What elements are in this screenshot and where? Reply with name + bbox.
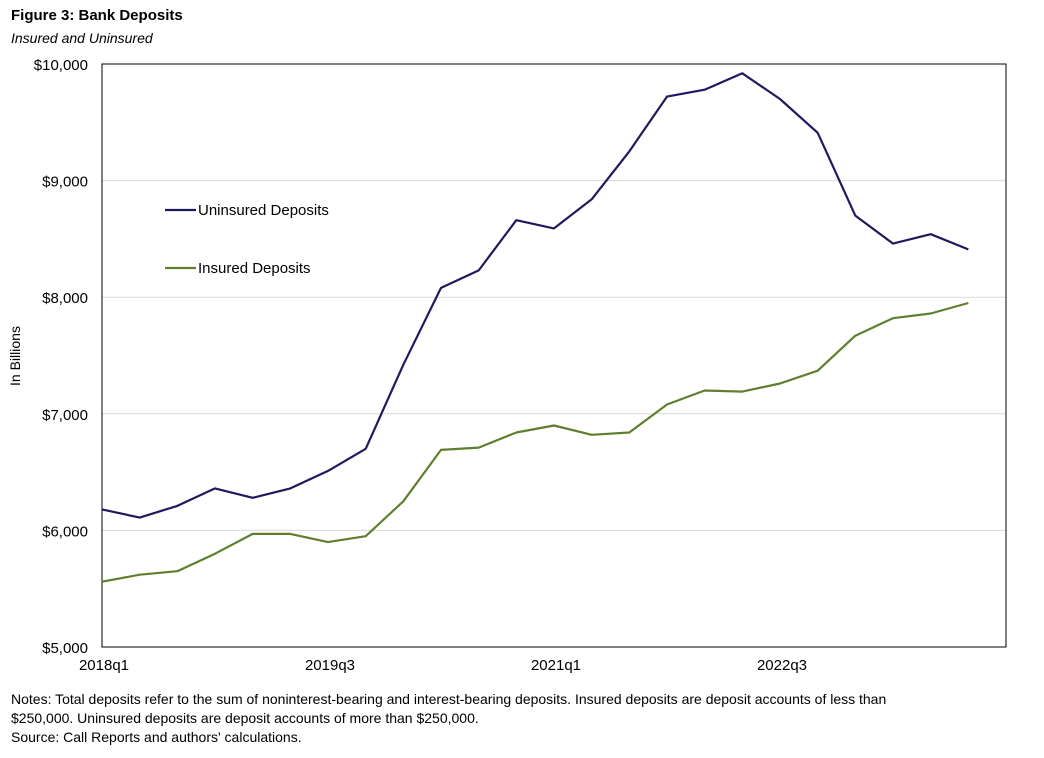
- line-chart: $5,000 $6,000 $7,000 $8,000 $9,000 $10,000 20…: [7, 57, 1007, 674]
- notes-line-2: $250,000. Uninsured deposits are deposit…: [11, 710, 479, 726]
- figure-subtitle: Insured and Uninsured: [11, 30, 153, 46]
- y-tick-label: $6,000: [42, 523, 88, 540]
- legend-label: Insured Deposits: [198, 260, 311, 277]
- series-line-uninsured: [101, 72, 969, 519]
- legend-label: Uninsured Deposits: [198, 202, 329, 219]
- x-tick-label: 2018q1: [79, 657, 129, 674]
- series-line-insured: [101, 301, 969, 583]
- x-tick-label: 2019q3: [305, 657, 355, 674]
- y-tick-label: $8,000: [42, 290, 88, 307]
- legend: Uninsured Deposits Insured Deposits: [165, 202, 329, 277]
- x-axis-ticks: 2018q1 2019q3 2021q1 2022q3: [79, 657, 807, 674]
- y-axis-label: In Billions: [7, 326, 23, 386]
- notes: Notes: Total deposits refer to the sum o…: [11, 690, 1031, 747]
- y-tick-label: $10,000: [34, 57, 88, 74]
- figure-title: Figure 3: Bank Deposits: [11, 7, 183, 24]
- gridlines: [102, 180, 1006, 531]
- series-lines: [101, 72, 969, 583]
- notes-line-1: Notes: Total deposits refer to the sum o…: [11, 691, 887, 707]
- notes-line-3: Source: Call Reports and authors' calcul…: [11, 729, 302, 745]
- plot-frame: [101, 63, 1007, 648]
- x-tick-label: 2022q3: [757, 657, 807, 674]
- y-tick-label: $7,000: [42, 407, 88, 424]
- y-tick-label: $9,000: [42, 174, 88, 191]
- y-axis-ticks: $5,000 $6,000 $7,000 $8,000 $9,000 $10,000: [34, 57, 88, 657]
- x-tick-label: 2021q1: [531, 657, 581, 674]
- y-tick-label: $5,000: [42, 640, 88, 657]
